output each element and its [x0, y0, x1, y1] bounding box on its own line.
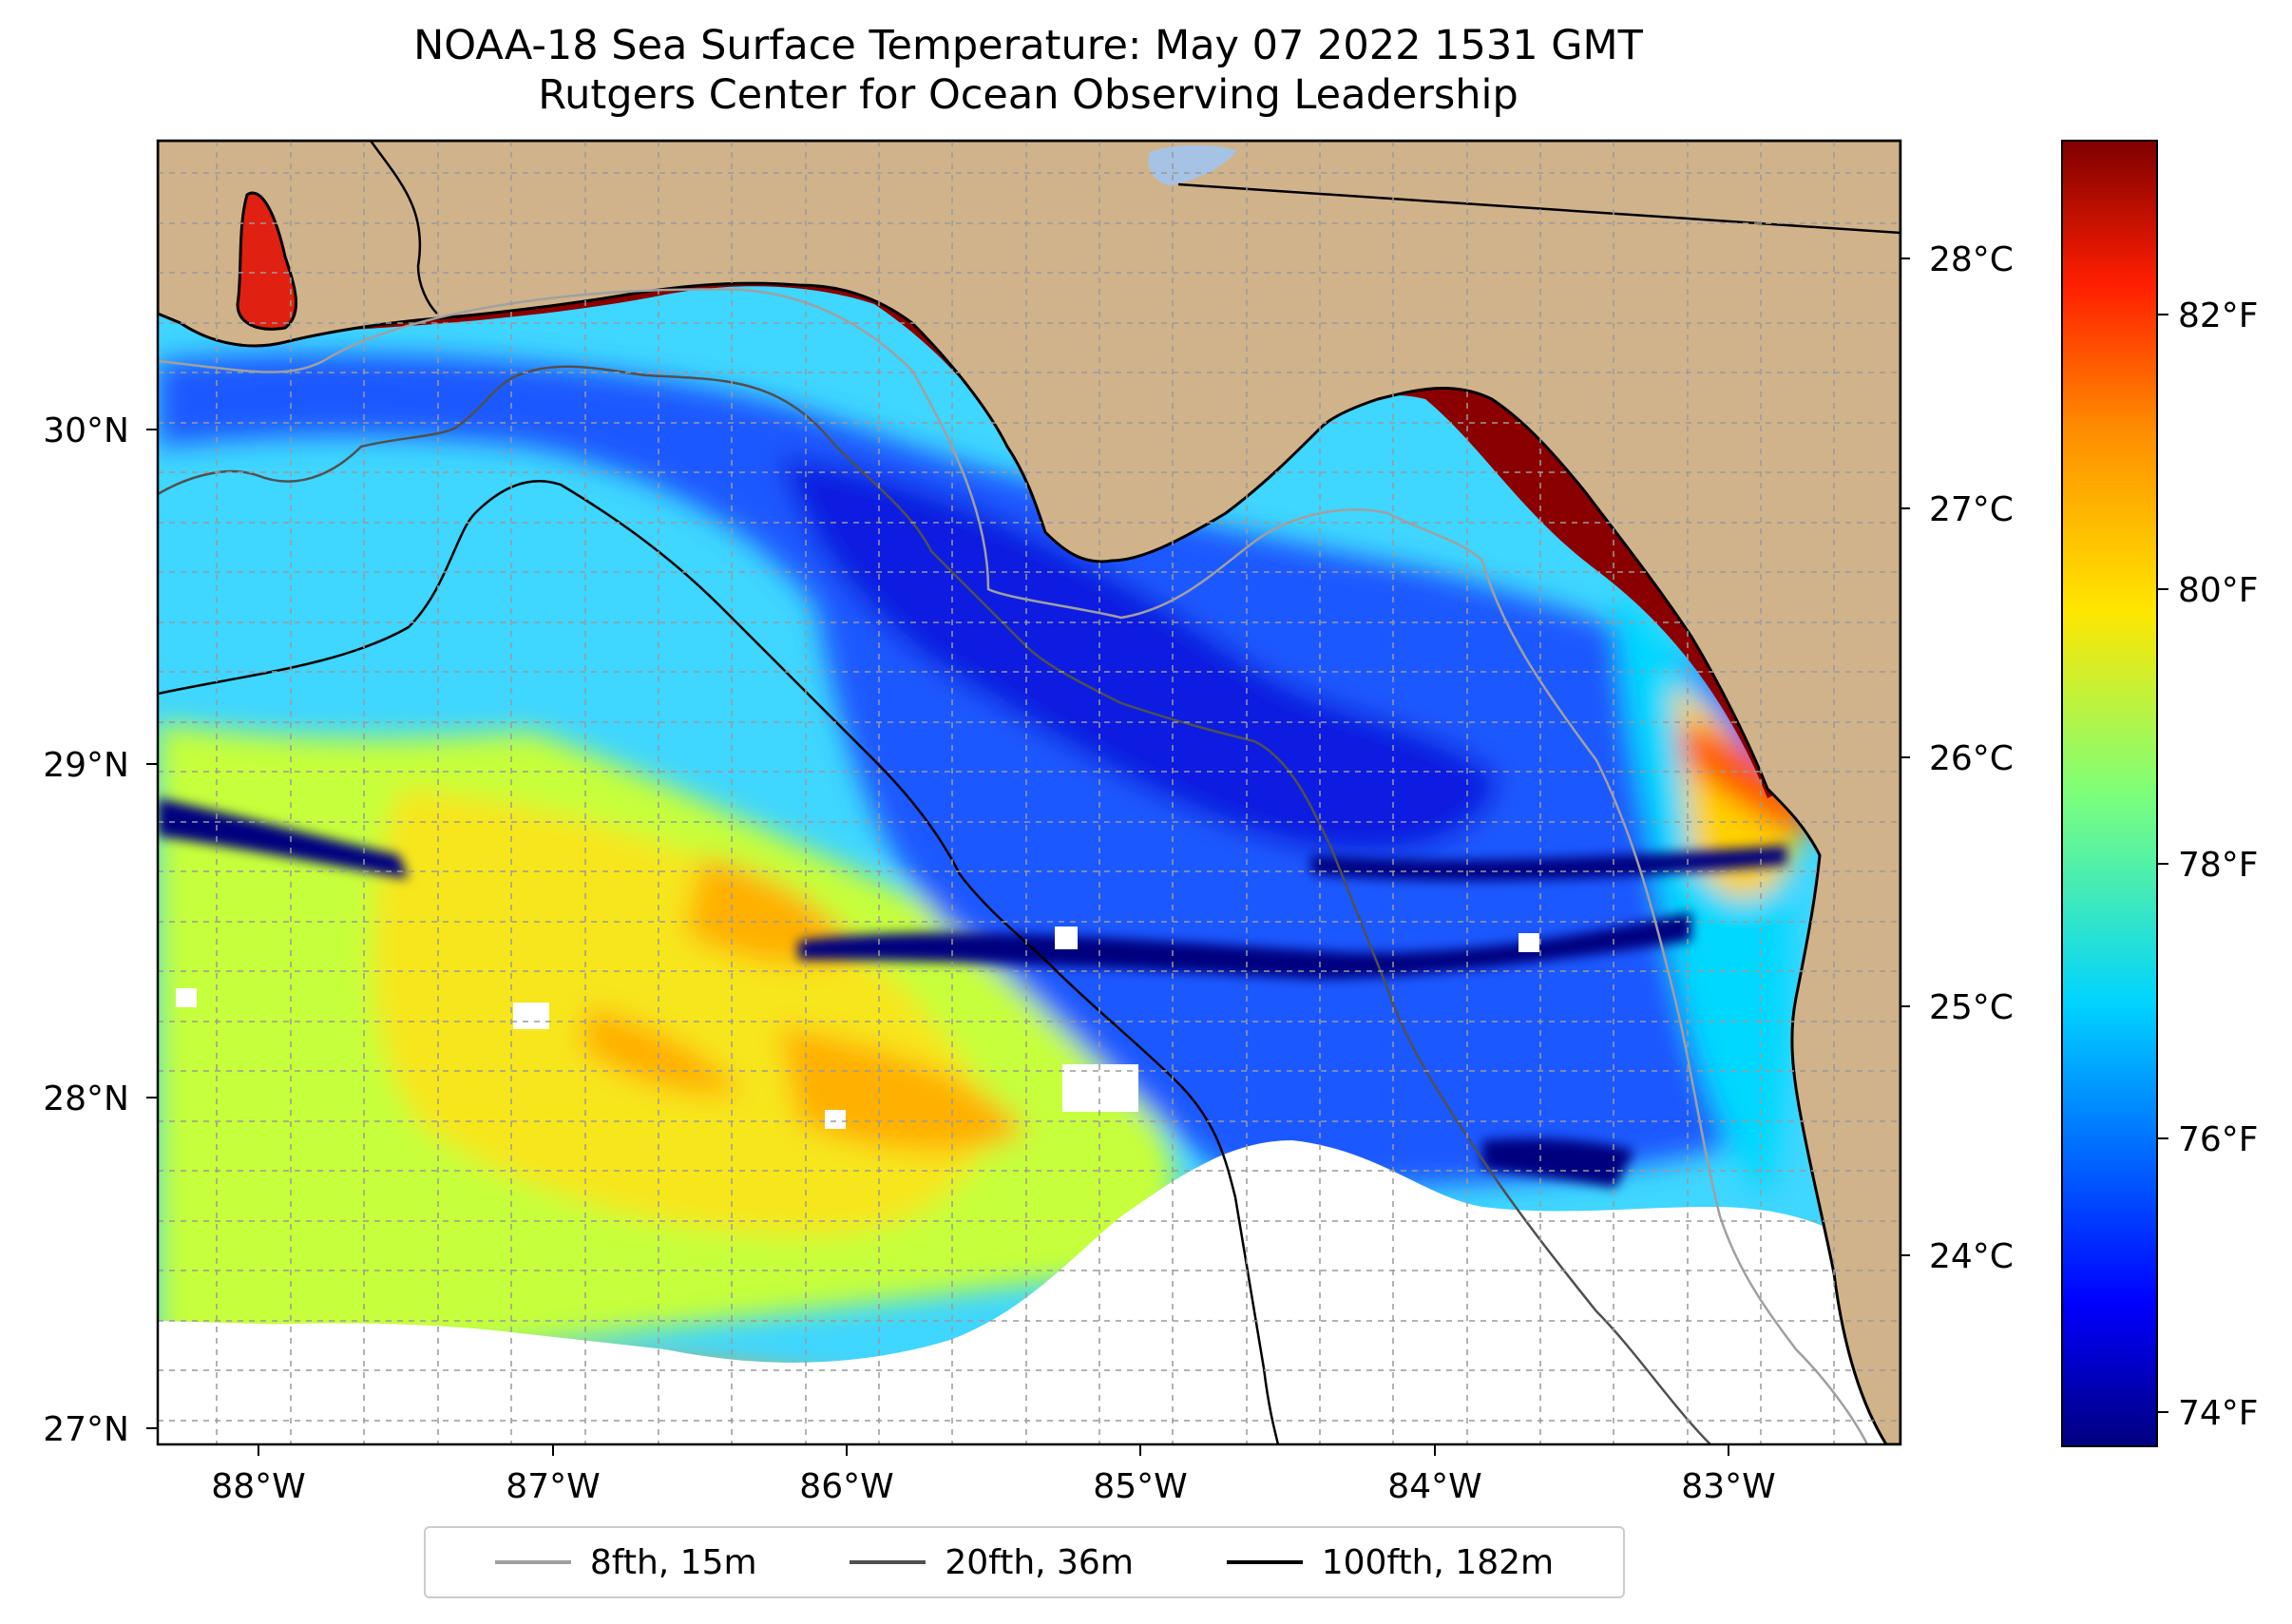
fahrenheit-tick-label: 78°F [2178, 846, 2259, 885]
inland-lake [1148, 145, 1237, 185]
lon-tick-label: 84°W [1387, 1467, 1481, 1506]
legend-label: 100fth, 182m [1321, 1542, 1555, 1582]
title-line-1: NOAA-18 Sea Surface Temperature: May 07 … [413, 22, 1643, 69]
lat-tick-label: 30°N [43, 411, 129, 450]
gridlines [158, 141, 1900, 1444]
legend-label: 8fth, 15m [589, 1542, 757, 1582]
isobath-legend: 8fth, 15m 20fth, 36m 100fth, 182m [424, 1526, 1625, 1598]
celsius-tick-label: 26°C [1929, 739, 2014, 778]
celsius-tick-label: 28°C [1929, 240, 2014, 279]
fahrenheit-tick-label: 80°F [2178, 571, 2259, 610]
lat-tick-label: 28°N [43, 1079, 129, 1118]
state-border-ga [1177, 182, 1900, 235]
legend-item-20fth: 20fth, 36m [850, 1543, 1134, 1582]
legend-swatch [850, 1560, 926, 1564]
lat-axis [146, 429, 158, 1429]
mobile-bay [236, 191, 298, 331]
deep-blue-core [779, 456, 1501, 855]
lon-tick-label: 85°W [1093, 1467, 1187, 1506]
celsius-tick-label: 27°C [1929, 490, 2014, 529]
cold-filament-central [798, 912, 1691, 979]
legend-swatch [494, 1560, 571, 1564]
land-north [158, 141, 1900, 1444]
state-border [369, 141, 438, 315]
lon-tick-label: 88°W [211, 1467, 305, 1506]
title-line-2: Rutgers Center for Ocean Observing Leade… [538, 71, 1518, 119]
fahrenheit-tick-label: 76°F [2178, 1120, 2259, 1159]
warm-east-coast [1682, 722, 1815, 836]
map-frame [156, 139, 1902, 1446]
isobath-8fth [158, 288, 1869, 1444]
nearshore-cyan-east [1615, 589, 1790, 1197]
legend-swatch [1226, 1560, 1303, 1564]
no-data-spot-2 [513, 1003, 549, 1029]
celsius-tick-label: 24°C [1929, 1237, 2014, 1276]
cool-water-region [158, 353, 1776, 1186]
legend-item-100fth: 100fth, 182m [1226, 1542, 1555, 1582]
no-data-spot-4 [1518, 933, 1539, 952]
colorbar [2061, 140, 2158, 1447]
no-data-spot-5 [1062, 1064, 1138, 1112]
no-data-south [158, 1140, 1900, 1444]
fahrenheit-tick-label: 74°F [2178, 1394, 2259, 1433]
lon-tick-label: 86°W [799, 1467, 893, 1506]
lon-axis [258, 1444, 1729, 1456]
no-data-spot-3 [1055, 927, 1078, 949]
map-panel [158, 141, 1900, 1444]
isobath-20fth [158, 365, 1711, 1444]
cold-filament-west [158, 798, 409, 879]
fahrenheit-tick-label: 82°F [2178, 296, 2259, 335]
no-data-spot-1 [176, 988, 197, 1007]
legend-label: 20fth, 36m [945, 1542, 1134, 1582]
no-data-spot-6 [825, 1110, 846, 1129]
lat-tick-label: 29°N [43, 746, 129, 785]
orange-patch [580, 855, 1026, 1152]
legend-item-8fth: 8fth, 15m [494, 1542, 757, 1582]
isobath-100fth [158, 480, 1280, 1444]
lon-tick-label: 87°W [506, 1467, 600, 1506]
chart-title: NOAA-18 Sea Surface Temperature: May 07 … [152, 21, 1904, 120]
celsius-tick-label: 25°C [1929, 988, 2014, 1027]
cold-patch-south [1482, 1138, 1634, 1188]
lon-tick-label: 83°W [1681, 1467, 1775, 1506]
lat-tick-label: 27°N [43, 1410, 129, 1449]
